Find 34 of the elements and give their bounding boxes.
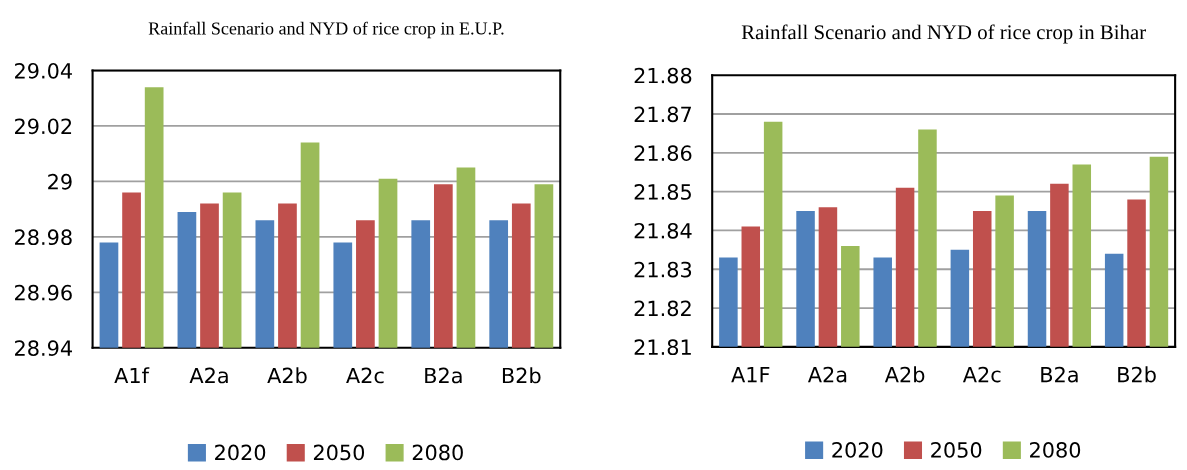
x-tick-label: A2a [189, 367, 228, 384]
y-tick-label: 21.85 [634, 184, 691, 200]
y-tick-label: 21.84 [634, 222, 692, 239]
x-tick-label: A2b [884, 366, 925, 383]
x-tick-label: B2a [425, 367, 462, 384]
legend-label: 2050 [931, 442, 982, 458]
x-tick-label: B2b [1118, 366, 1156, 383]
y-tick-label: 21.81 [634, 339, 691, 356]
y-tick-label: 29 [48, 173, 72, 190]
x-tick-label: A2c [962, 366, 1001, 383]
x-tick-label: A2b [267, 367, 307, 384]
legend-label: 2020 [832, 442, 883, 458]
x-tick-label: B2b [502, 367, 541, 384]
legend-label: 2050 [313, 444, 365, 461]
x-tick-label: A1F [731, 366, 770, 383]
x-tick-label: A2a [807, 366, 847, 383]
y-tick-label: 21.82 [634, 300, 691, 317]
chart-title: Rainfall Scenario and NYD of rice crop in E.U.P. [148, 21, 504, 39]
y-tick-label: 21.87 [634, 106, 691, 123]
x-tick-label: A2c [346, 367, 384, 384]
chart-title: Rainfall Scenario and NYD of rice crop in Bihar [741, 24, 1146, 44]
x-tick-label: B2a [1041, 366, 1078, 383]
y-tick-label: 29.02 [15, 118, 72, 135]
y-tick-label: 21.86 [634, 145, 692, 162]
x-tick-label: A1f [114, 367, 150, 384]
y-tick-label: 21.88 [634, 67, 692, 84]
y-tick-label: 28.94 [15, 340, 72, 357]
legend-label: 2080 [1030, 442, 1081, 458]
y-tick-label: 21.83 [634, 261, 692, 278]
legend-label: 2080 [412, 444, 463, 461]
y-tick-label: 29.04 [15, 62, 72, 79]
legend-label: 2020 [215, 444, 266, 461]
y-tick-label: 28.96 [15, 284, 72, 301]
y-tick-label: 28.98 [15, 229, 72, 246]
